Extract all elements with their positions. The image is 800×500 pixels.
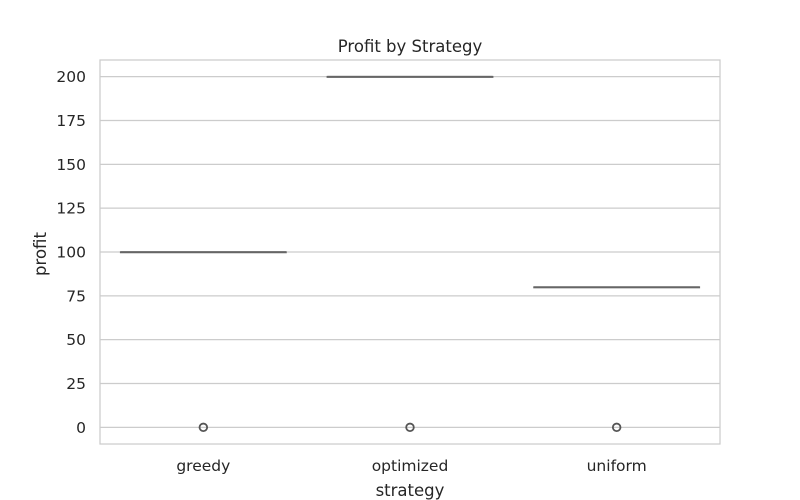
y-tick-label: 150 — [56, 156, 86, 174]
y-tick-label: 50 — [66, 331, 86, 349]
y-tick-label: 100 — [56, 244, 86, 262]
outlier-point — [611, 422, 622, 433]
x-tick-label: greedy — [176, 457, 230, 475]
plot-frame — [99, 59, 721, 445]
boxes — [119, 75, 701, 433]
y-tick-label: 25 — [66, 375, 86, 393]
x-tick-label: uniform — [587, 457, 647, 475]
x-tick-labels: greedy optimized uniform — [176, 457, 646, 475]
x-axis-title: strategy — [376, 481, 445, 500]
y-tick-label: 200 — [56, 68, 86, 86]
outlier-point — [405, 422, 415, 433]
x-tick-label: optimized — [372, 457, 449, 475]
outlier-point — [198, 422, 209, 433]
chart-title: Profit by Strategy — [338, 37, 483, 56]
y-tick-label: 75 — [66, 287, 86, 305]
y-axis-title: profit — [31, 232, 50, 276]
box-uniform — [533, 286, 701, 433]
y-tick-label: 175 — [56, 112, 86, 130]
y-tick-label: 125 — [56, 200, 86, 218]
y-tick-labels: 0 25 50 75 100 125 150 175 200 — [56, 68, 86, 437]
box-greedy — [119, 251, 287, 433]
y-tick-label: 0 — [76, 419, 86, 437]
box-optimized — [326, 75, 494, 433]
